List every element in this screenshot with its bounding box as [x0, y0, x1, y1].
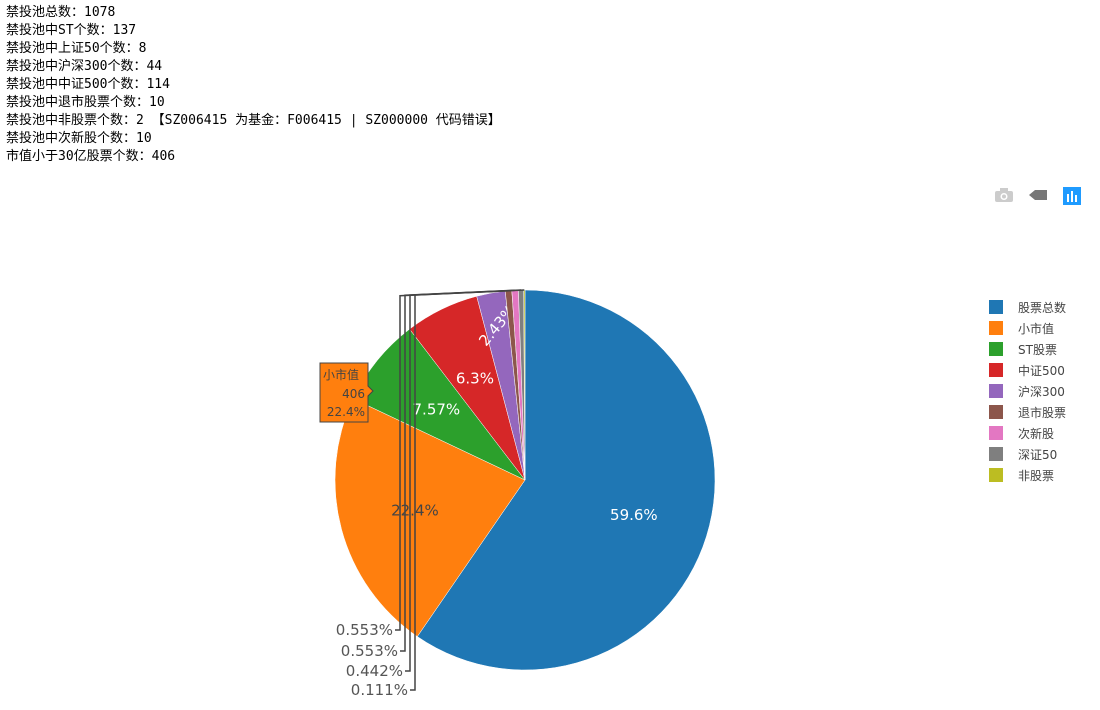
hover-tooltip: 小市值 406 22.4% — [319, 362, 374, 423]
info-line: 禁投池中上证50个数：8 — [6, 41, 147, 56]
info-line: 禁投池中退市股票个数：10 — [6, 95, 165, 110]
legend-item[interactable]: 中证500 — [989, 363, 1065, 378]
legend-swatch — [989, 447, 1003, 461]
legend-item[interactable]: 小市值 — [989, 321, 1054, 336]
pie-slice-0[interactable] — [416, 289, 716, 671]
info-line: 禁投池中次新股个数：10 — [6, 131, 152, 146]
summary-text: 禁投池总数：1078 禁投池中ST个数：137 禁投池中上证50个数：8 禁投池中沪深… — [6, 4, 501, 166]
legend-item[interactable]: 退市股票 — [989, 405, 1066, 420]
legend-label: 退市股票 — [1018, 405, 1066, 420]
percent-label: 0.553% — [341, 642, 398, 660]
legend-label: 沪深300 — [1018, 385, 1065, 399]
legend-swatch — [989, 468, 1003, 482]
legend-swatch — [989, 342, 1003, 356]
legend-item[interactable]: 沪深300 — [989, 384, 1065, 399]
legend-item[interactable]: ST股票 — [989, 342, 1057, 357]
percent-label: 6.3% — [456, 370, 494, 388]
legend-item[interactable]: 股票总数 — [989, 300, 1066, 315]
leader-line — [410, 289, 525, 691]
legend-swatch — [989, 321, 1003, 335]
legend-item[interactable]: 次新股 — [989, 426, 1054, 441]
legend-swatch — [989, 384, 1003, 398]
plotly-logo-icon[interactable] — [1062, 187, 1082, 205]
legend-label: 次新股 — [1018, 426, 1054, 441]
legend-swatch — [989, 300, 1003, 314]
info-line: 禁投池中ST个数：137 — [6, 23, 137, 38]
percent-label: 0.442% — [346, 662, 403, 680]
legend-swatch — [989, 405, 1003, 419]
legend-label: 中证500 — [1018, 363, 1065, 378]
info-line: 禁投池总数：1078 — [6, 5, 116, 20]
percent-label: 7.57% — [413, 400, 461, 418]
legend-swatch — [989, 363, 1003, 377]
legend-label: 股票总数 — [1018, 300, 1066, 315]
legend-label: ST股票 — [1018, 343, 1057, 357]
legend-swatch — [989, 426, 1003, 440]
pie-slice-1[interactable] — [334, 398, 526, 637]
legend-item[interactable]: 非股票 — [989, 468, 1054, 483]
legend-label: 深证50 — [1018, 448, 1057, 462]
autoscale-icon[interactable] — [1028, 187, 1048, 203]
percent-label: 59.6% — [610, 506, 658, 524]
percent-label: 0.111% — [351, 681, 408, 699]
legend-label: 小市值 — [1018, 321, 1054, 336]
tooltip-label: 小市值 — [323, 367, 359, 382]
percent-label: 0.553% — [336, 621, 393, 639]
camera-icon[interactable] — [994, 187, 1014, 203]
info-line: 禁投池中非股票个数：2 【SZ006415 为基金：F006415 | SZ00… — [6, 113, 501, 128]
info-line: 禁投池中沪深300个数：44 — [6, 59, 163, 74]
info-line: 禁投池中中证500个数：114 — [6, 77, 170, 92]
tooltip-percent: 22.4% — [327, 405, 365, 419]
tooltip-value: 406 — [342, 387, 365, 401]
modebar — [994, 187, 1082, 205]
legend-label: 非股票 — [1018, 469, 1054, 483]
legend-item[interactable]: 深证50 — [989, 447, 1057, 462]
info-line: 市值小于30亿股票个数：406 — [6, 149, 176, 164]
